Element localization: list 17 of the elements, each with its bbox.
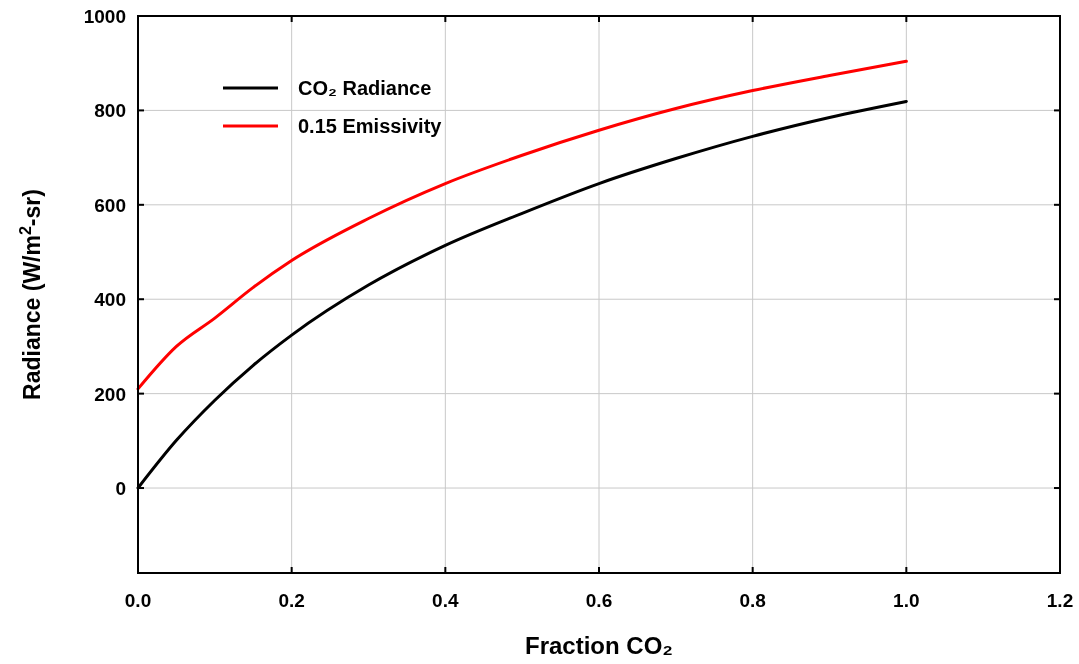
x-tick-label: 0.4 <box>432 590 459 611</box>
legend-label: 0.15 Emissivity <box>298 115 443 137</box>
y-tick-label: 1000 <box>83 6 126 27</box>
legend-label: CO₂ Radiance <box>298 77 432 99</box>
x-tick-label: 0.6 <box>585 590 613 611</box>
x-tick-label: 1.2 <box>1046 590 1074 611</box>
x-tick-label: 1.0 <box>893 590 920 611</box>
x-tick-label: 0.8 <box>739 590 766 611</box>
y-tick-label: 200 <box>94 383 126 405</box>
line-series <box>136 59 908 391</box>
y-tick-label: 0 <box>115 478 126 500</box>
x-tick-label: 0.0 <box>124 590 152 611</box>
x-axis-title: Fraction CO₂ <box>524 632 674 659</box>
y-tick-label: 600 <box>94 194 126 216</box>
y-tick-label: 800 <box>94 100 126 122</box>
y-tick-label: 400 <box>94 289 126 311</box>
x-tick-label: 0.2 <box>278 590 305 611</box>
